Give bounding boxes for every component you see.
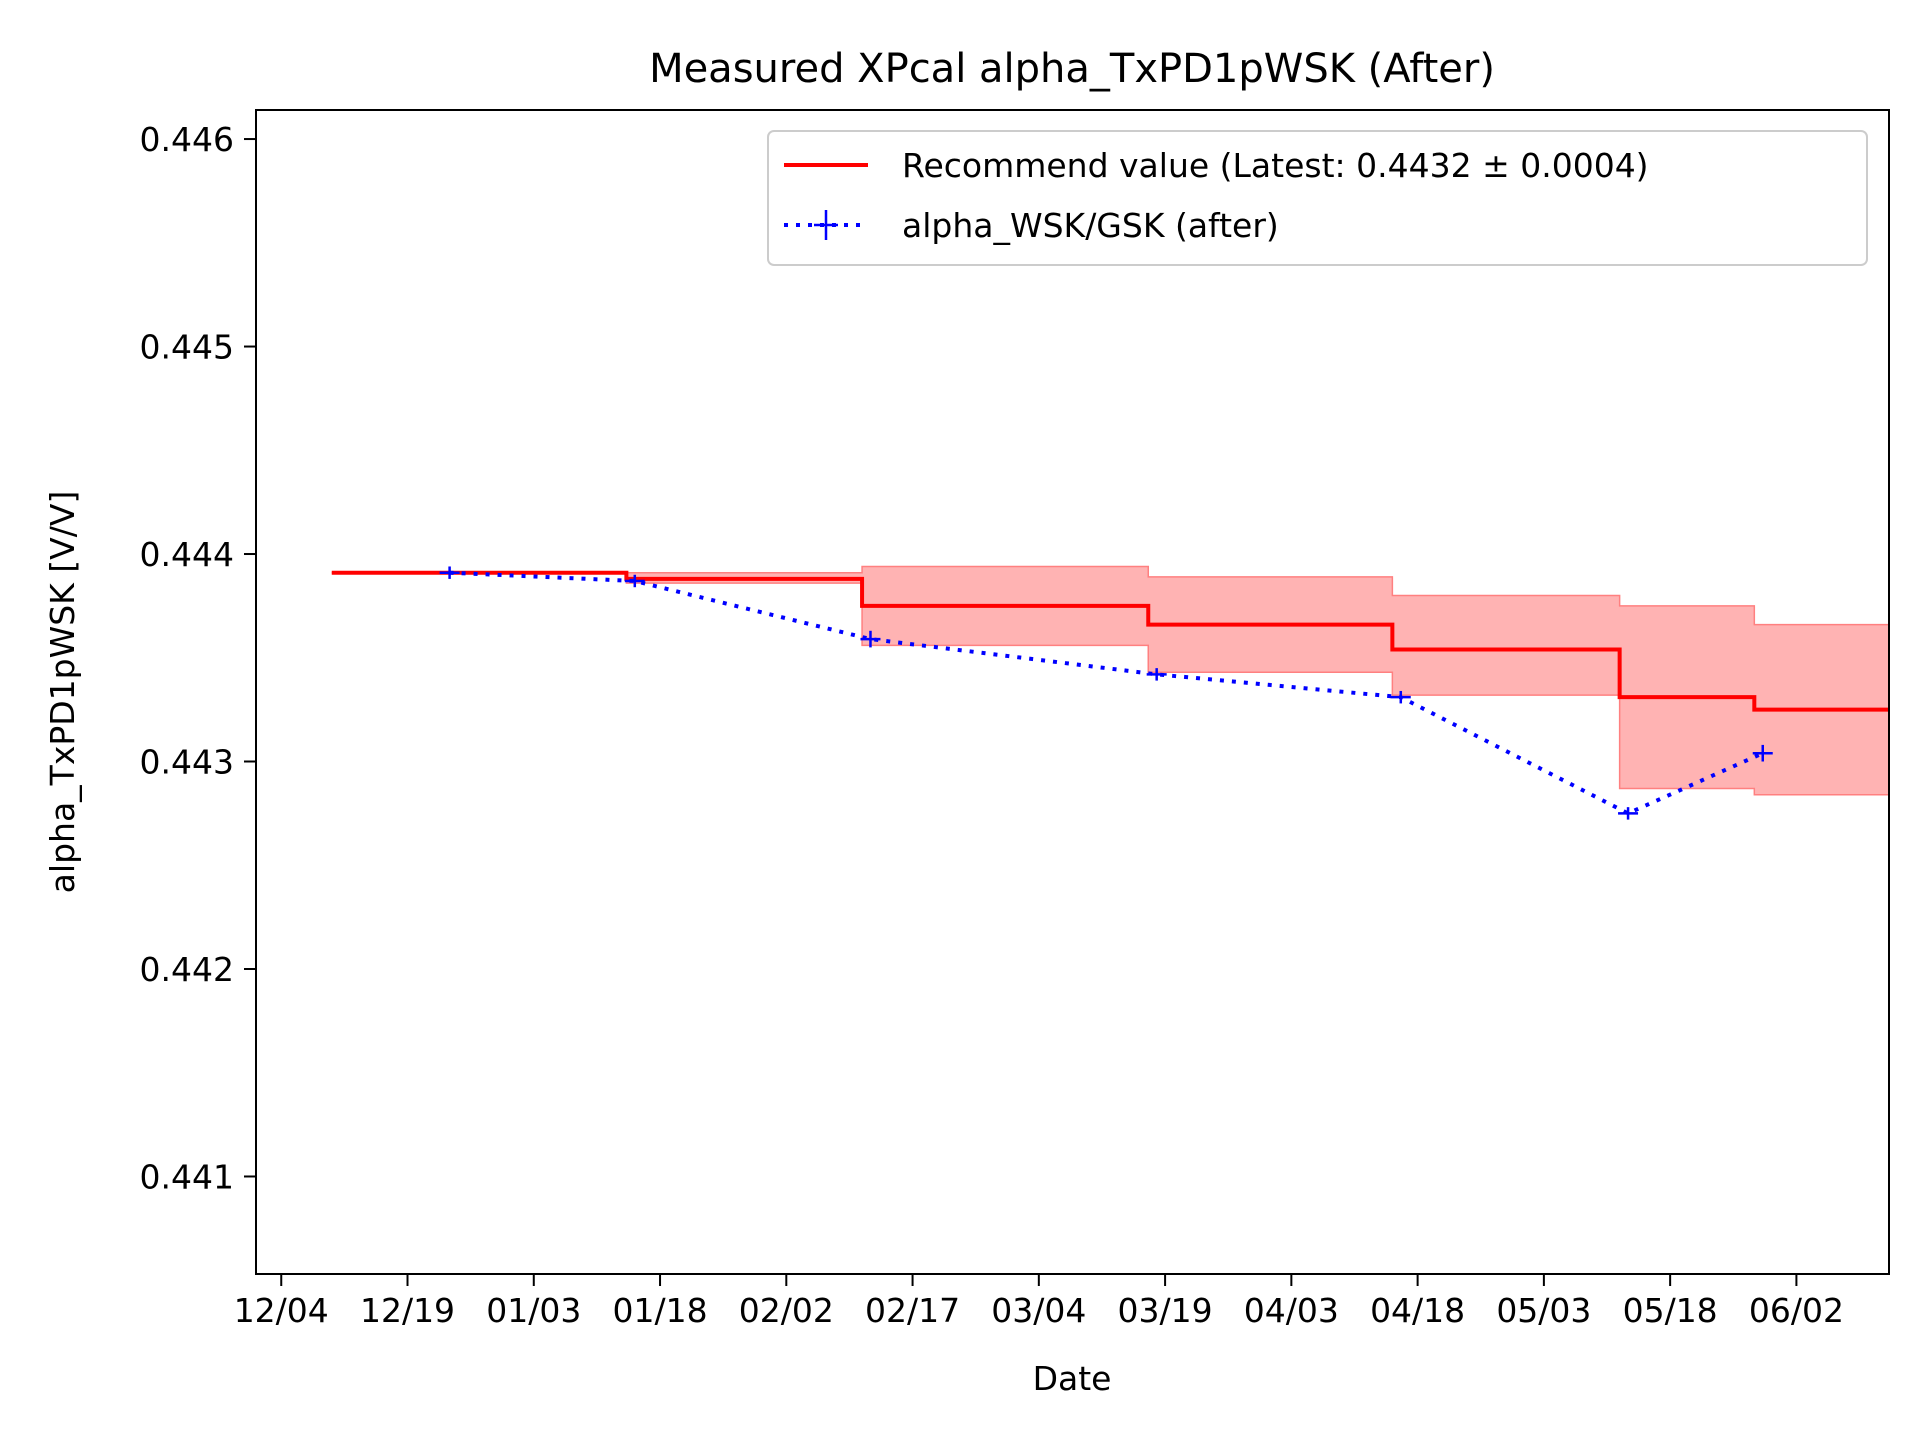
legend: Recommend value (Latest: 0.4432 ± 0.0004…: [767, 130, 1868, 266]
x-axis: 12/04 12/19 01/03 01/18 02/02 02/17 03/04 03/19…: [234, 1274, 1844, 1330]
legend-label-recommend: Recommend value (Latest: 0.4432 ± 0.0004…: [902, 146, 1649, 185]
axes-frame: [255, 109, 1890, 1275]
legend-label-measured: alpha_WSK/GSK (after): [902, 206, 1279, 245]
y-tick-label: 0.443: [140, 743, 234, 782]
x-tick-label: 05/18: [1623, 1291, 1718, 1330]
x-tick-label: 12/04: [234, 1291, 329, 1330]
x-tick-label: 05/03: [1496, 1291, 1591, 1330]
y-tick-label: 0.442: [140, 950, 234, 989]
measured-point: [439, 566, 460, 579]
measured-point: [1146, 668, 1167, 681]
measured-point: [1752, 744, 1773, 762]
x-tick-label: 01/18: [612, 1291, 707, 1330]
x-tick-label: 12/19: [360, 1291, 455, 1330]
x-tick-label: 03/19: [1118, 1291, 1213, 1330]
x-tick-label: 04/18: [1370, 1291, 1465, 1330]
chart-title: Measured XPcal alpha_TxPD1pWSK (After): [649, 46, 1495, 92]
x-tick-label: 02/02: [739, 1291, 834, 1330]
x-tick-label: 02/17: [865, 1291, 960, 1330]
x-tick-label: 01/03: [486, 1291, 581, 1330]
measured-point: [860, 630, 881, 648]
x-tick-label: 03/04: [991, 1291, 1086, 1330]
legend-box: [767, 130, 1868, 266]
measured-point: [1390, 690, 1411, 704]
x-tick-label: 06/02: [1749, 1291, 1844, 1330]
y-tick-label: 0.441: [140, 1157, 234, 1196]
y-axis-label: alpha_TxPD1pWSK [V/V]: [43, 491, 82, 894]
recommend-value-line: [331, 570, 1889, 712]
y-tick-label: 0.444: [140, 535, 234, 574]
measured-point: [624, 574, 645, 588]
x-tick-label: 04/03: [1244, 1291, 1339, 1330]
y-axis: 0.441 0.442 0.443 0.444 0.445 0.446: [140, 120, 256, 1196]
y-tick-label: 0.445: [140, 328, 234, 367]
x-axis-label: Date: [1033, 1359, 1112, 1398]
y-tick-label: 0.446: [140, 120, 234, 159]
measured-point: [1618, 807, 1639, 820]
